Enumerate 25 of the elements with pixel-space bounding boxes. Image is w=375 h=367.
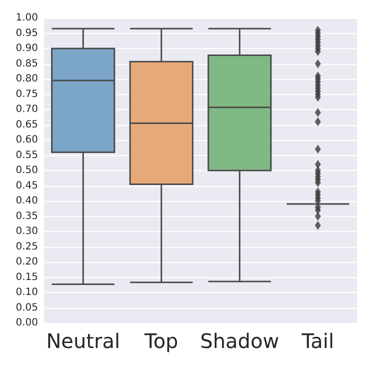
y-tick-label: 0.65 [16,119,38,130]
y-tick-label: 0.30 [16,226,38,237]
y-tick-label: 0.00 [16,318,38,328]
x-tick-label: Top [144,329,178,353]
y-tick-label: 0.40 [16,196,38,206]
y-tick-label: 0.50 [16,165,38,176]
y-tick-label: 0.70 [16,104,38,115]
y-tick-label: 0.35 [16,210,38,222]
y-tick-label: 0.20 [16,256,38,268]
y-tick-label: 0.75 [16,88,38,100]
y-tick-label: 0.80 [16,74,38,84]
y-tick-label: 0.05 [16,302,38,314]
y-tick-label: 0.25 [16,241,38,252]
y-tick-label: 0.95 [16,28,38,39]
y-tick-label: 0.55 [16,150,38,161]
y-tick-label: 1.00 [16,12,38,24]
x-tick-label: Shadow [200,329,280,353]
y-tick-label: 0.10 [16,287,38,298]
x-tick-label: Tail [300,329,334,353]
y-tick-label: 0.85 [16,58,38,70]
y-tick-label: 0.15 [16,272,38,283]
y-tick-label: 0.60 [16,134,38,146]
y-tick-label: 0.90 [16,43,38,54]
y-tick-label: 0.45 [16,180,38,192]
x-tick-label: Neutral [46,329,120,353]
